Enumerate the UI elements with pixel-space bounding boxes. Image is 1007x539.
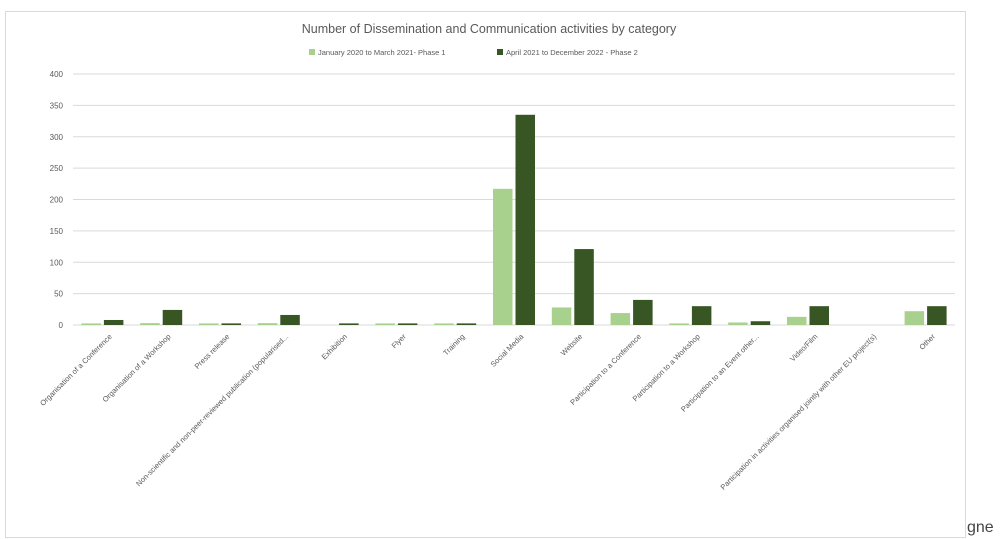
bar-phase-2 <box>280 314 300 325</box>
bar-phase-1 <box>904 311 925 325</box>
bar-phase-1 <box>787 316 807 325</box>
chart-legend: January 2020 to March 2021- Phase 1 April… <box>309 48 638 57</box>
y-tick-label: 250 <box>50 164 64 173</box>
bar-phase-2 <box>574 249 594 325</box>
y-tick-label: 150 <box>50 227 64 236</box>
bar-phase-2 <box>691 306 712 325</box>
bar-phase-1 <box>728 322 748 325</box>
bar-phase-1 <box>199 323 219 325</box>
legend-label-2: April 2021 to December 2022 - Phase 2 <box>506 48 638 57</box>
y-tick-label: 50 <box>54 290 63 299</box>
x-category-label: Training <box>441 332 466 357</box>
x-category-label: Social Media <box>489 331 526 368</box>
bar-phase-2 <box>633 299 653 325</box>
bar-phase-2 <box>397 323 418 325</box>
bar-phase-1 <box>493 188 513 325</box>
bars <box>81 114 947 325</box>
x-category-label: Press release <box>193 332 232 371</box>
chart-title: Number of Dissemination and Communicatio… <box>302 22 677 36</box>
bar-phase-1 <box>81 323 101 325</box>
bar-phase-1 <box>375 323 395 325</box>
y-tick-label: 0 <box>59 321 64 330</box>
bar-phase-1 <box>669 323 689 325</box>
bar-phase-2 <box>750 321 771 325</box>
bar-phase-1 <box>257 323 278 325</box>
bar-phase-1 <box>434 323 454 325</box>
y-tick-label: 100 <box>50 258 64 267</box>
y-tick-label: 350 <box>50 101 64 110</box>
bar-phase-2 <box>515 114 535 325</box>
bar-phase-1 <box>140 323 160 325</box>
y-tick-label: 200 <box>50 196 64 205</box>
x-category-label: Flyer <box>390 332 409 351</box>
legend-label-1: January 2020 to March 2021- Phase 1 <box>318 48 446 57</box>
bar-phase-1 <box>551 307 572 325</box>
y-tick-label: 400 <box>50 70 64 79</box>
x-category-label: Video/Film <box>788 332 819 363</box>
bar-phase-2 <box>103 319 124 325</box>
bar-phase-2 <box>221 323 241 325</box>
x-axis: Organisation of a ConferenceOrganisation… <box>38 331 937 491</box>
x-category-label: Website <box>559 332 584 357</box>
x-category-label: Other <box>917 332 937 352</box>
bar-chart: Number of Dissemination and Communicatio… <box>38 22 955 492</box>
bar-phase-2 <box>339 323 359 325</box>
bar-phase-2 <box>809 306 829 325</box>
bar-phase-1 <box>610 313 631 325</box>
bar-phase-2 <box>927 306 947 325</box>
y-tick-label: 300 <box>50 133 64 142</box>
bar-phase-2 <box>456 323 477 325</box>
x-category-label: Organisation of a Workshop <box>101 332 173 404</box>
chart-area: Number of Dissemination and Communicatio… <box>5 11 966 538</box>
y-axis: 0 50 100 150 200 250 300 350 400 <box>50 70 64 330</box>
legend-swatch-2 <box>497 49 503 55</box>
x-category-label: Exhibition <box>320 332 349 361</box>
x-category-label: Participation to a Workshop <box>631 332 702 403</box>
trailing-text: gne <box>967 519 994 536</box>
legend-swatch-1 <box>309 49 315 55</box>
gridlines <box>73 73 955 326</box>
bar-phase-2 <box>162 309 183 325</box>
